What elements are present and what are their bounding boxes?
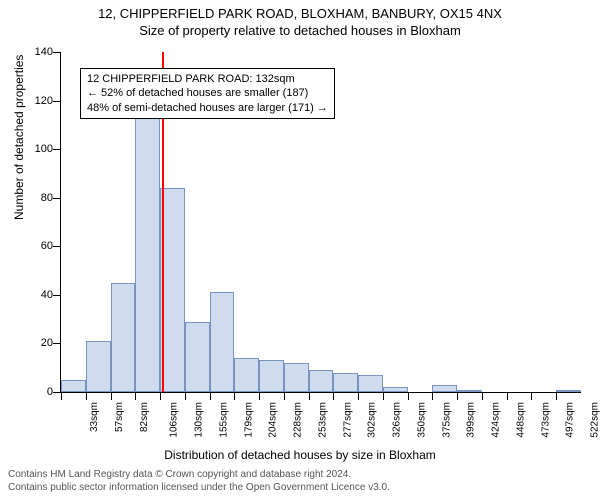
y-tick-label: 0 (47, 386, 53, 398)
y-tick (53, 52, 61, 53)
x-tick (185, 392, 186, 400)
x-tick-label: 253sqm (317, 402, 328, 438)
chart-subtitle: Size of property relative to detached ho… (0, 21, 600, 38)
y-tick-label: 20 (41, 337, 53, 349)
x-tick (383, 392, 384, 400)
histogram-bar (383, 387, 408, 392)
histogram-bar (432, 385, 457, 392)
histogram-bar (234, 358, 259, 392)
x-tick-label: 155sqm (218, 402, 229, 438)
y-tick-label: 100 (35, 143, 53, 155)
y-tick (53, 343, 61, 344)
histogram-bar (61, 380, 86, 392)
x-tick (408, 392, 409, 400)
x-tick-label: 106sqm (169, 402, 180, 438)
chart-container: 12, CHIPPERFIELD PARK ROAD, BLOXHAM, BAN… (0, 0, 600, 500)
annotation-line: ← 52% of detached houses are smaller (18… (87, 86, 328, 100)
y-tick (53, 295, 61, 296)
annotation-box: 12 CHIPPERFIELD PARK ROAD: 132sqm ← 52% … (80, 68, 335, 119)
x-tick (507, 392, 508, 400)
x-tick-label: 277sqm (342, 402, 353, 438)
chart-area: 02040608010012014033sqm57sqm82sqm106sqm1… (60, 52, 580, 392)
x-tick-label: 350sqm (416, 402, 427, 438)
x-tick (556, 392, 557, 400)
x-tick (457, 392, 458, 400)
chart-title: 12, CHIPPERFIELD PARK ROAD, BLOXHAM, BAN… (0, 0, 600, 21)
histogram-bar (556, 390, 581, 392)
x-tick-label: 497sqm (565, 402, 576, 438)
y-tick (53, 149, 61, 150)
histogram-bar (358, 375, 383, 392)
y-tick-label: 40 (41, 289, 53, 301)
histogram-bar (259, 360, 284, 392)
x-tick (160, 392, 161, 400)
x-tick-label: 57sqm (114, 402, 125, 432)
x-axis-label: Distribution of detached houses by size … (0, 448, 600, 462)
x-tick-label: 375sqm (441, 402, 452, 438)
y-tick (53, 198, 61, 199)
x-tick-label: 424sqm (491, 402, 502, 438)
x-tick (234, 392, 235, 400)
x-tick (482, 392, 483, 400)
footer-line: Contains public sector information licen… (8, 481, 592, 494)
histogram-bar (86, 341, 111, 392)
x-tick-label: 228sqm (293, 402, 304, 438)
y-tick (53, 392, 61, 393)
footer-line: Contains HM Land Registry data © Crown c… (8, 468, 592, 481)
x-tick-label: 302sqm (367, 402, 378, 438)
x-tick-label: 130sqm (194, 402, 205, 438)
annotation-line: 48% of semi-detached houses are larger (… (87, 101, 328, 115)
x-tick (210, 392, 211, 400)
x-tick-label: 82sqm (139, 402, 150, 432)
x-tick-label: 33sqm (89, 402, 100, 432)
x-tick-label: 179sqm (243, 402, 254, 438)
histogram-bar (333, 373, 358, 392)
x-tick (309, 392, 310, 400)
annotation-line: 12 CHIPPERFIELD PARK ROAD: 132sqm (87, 72, 328, 86)
y-tick-label: 60 (41, 240, 53, 252)
x-tick (111, 392, 112, 400)
x-tick (61, 392, 62, 400)
x-tick (135, 392, 136, 400)
histogram-bar (457, 390, 482, 392)
histogram-bar (185, 322, 210, 392)
x-tick (432, 392, 433, 400)
y-tick-label: 80 (41, 192, 53, 204)
x-tick-label: 473sqm (540, 402, 551, 438)
y-tick-label: 140 (35, 46, 53, 58)
x-tick (531, 392, 532, 400)
x-tick (358, 392, 359, 400)
y-tick-label: 120 (35, 95, 53, 107)
histogram-bar (111, 283, 136, 392)
x-tick (333, 392, 334, 400)
x-tick-label: 448sqm (516, 402, 527, 438)
histogram-bar (210, 292, 235, 392)
histogram-bar (284, 363, 309, 392)
histogram-bar (135, 110, 160, 392)
y-tick (53, 101, 61, 102)
histogram-bar (309, 370, 334, 392)
y-axis-label: Number of detached properties (12, 55, 26, 220)
x-tick-label: 326sqm (392, 402, 403, 438)
x-tick (86, 392, 87, 400)
x-tick (284, 392, 285, 400)
x-tick-label: 204sqm (268, 402, 279, 438)
y-tick (53, 246, 61, 247)
x-tick (259, 392, 260, 400)
footer-attribution: Contains HM Land Registry data © Crown c… (0, 464, 600, 500)
x-tick-label: 399sqm (466, 402, 477, 438)
x-tick-label: 522sqm (590, 402, 600, 438)
